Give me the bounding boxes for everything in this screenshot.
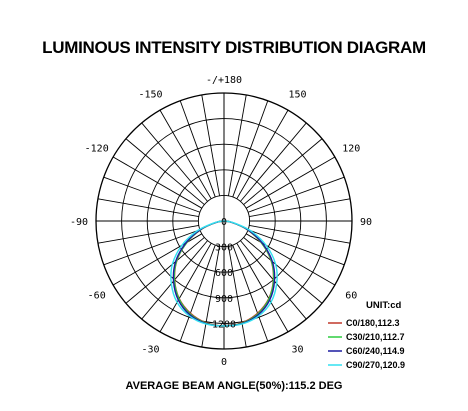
grid-spoke: [245, 156, 336, 209]
grid-spoke: [125, 138, 205, 205]
grid-spoke: [97, 198, 199, 217]
grid-spoke: [232, 100, 269, 198]
grid-spoke: [159, 242, 212, 333]
grid-spoke: [179, 244, 216, 342]
grid-spoke: [112, 156, 203, 209]
grid-spoke: [141, 122, 208, 202]
grid-spoke: [179, 100, 216, 198]
grid-spoke: [97, 225, 199, 244]
radial-tick-label: 1200: [212, 319, 236, 330]
legend-label: C90/270,120.9: [346, 360, 405, 370]
angle-label: 90: [360, 217, 372, 228]
grid-spoke: [247, 176, 345, 213]
grid-spoke: [159, 109, 212, 200]
grid-spoke: [201, 94, 220, 196]
angle-label: 0: [221, 357, 227, 368]
grid-spoke: [247, 229, 345, 266]
grid-spoke: [240, 122, 307, 202]
radial-tick-label: 300: [215, 243, 233, 254]
series-curve-3: [170, 220, 278, 327]
grid-spoke: [228, 94, 247, 196]
grid-spoke: [243, 237, 323, 304]
angle-label: -150: [138, 90, 162, 101]
legend-label: C0/180,112.3: [346, 318, 400, 328]
grid-spoke: [103, 176, 201, 213]
angle-label: -60: [88, 291, 106, 302]
legend: UNIT:cd C0/180,112.3 C30/210,112.7 C60/240…: [328, 300, 405, 370]
angle-label: 30: [291, 344, 303, 355]
angle-label: -120: [85, 144, 109, 155]
legend-label: C60/240,114.9: [346, 346, 405, 356]
radial-tick-labels: 0 300 600 900 1200: [212, 217, 236, 330]
angle-label: -90: [70, 217, 88, 228]
grid-spoke: [201, 246, 220, 348]
legend-items: C0/180,112.3 C30/210,112.7 C60/240,114.9 C9…: [328, 318, 405, 370]
legend-label: C30/210,112.7: [346, 332, 405, 342]
grid-spoke: [125, 237, 205, 304]
angle-labels: -/+180-150 150-120 120-90 90-60 60-30 300: [70, 75, 372, 368]
radial-tick-label: 600: [215, 268, 233, 279]
grid-spoke: [249, 198, 351, 217]
distribution-curves: [170, 220, 278, 327]
chart-title: LUMINOUS INTENSITY DISTRIBUTION DIAGRAM: [42, 38, 426, 57]
grid-spoke: [236, 242, 289, 333]
grid-spoke: [236, 109, 289, 200]
grid-spoke: [232, 244, 269, 342]
grid-spoke: [243, 138, 323, 205]
angle-label: -30: [141, 344, 159, 355]
grid-spoke: [228, 246, 247, 348]
legend-unit-label: UNIT:cd: [366, 300, 402, 311]
angle-label: -/+180: [206, 75, 242, 86]
radial-tick-label: 900: [215, 294, 233, 305]
angle-label: 120: [342, 144, 360, 155]
angle-label: 150: [288, 90, 306, 101]
radial-tick-label: 0: [221, 217, 227, 228]
grid-spoke: [249, 225, 351, 244]
beam-angle-footer: AVERAGE BEAM ANGLE(50%):115.2 DEG: [125, 380, 343, 392]
angle-label: 60: [345, 291, 357, 302]
grid-spoke: [103, 229, 201, 266]
